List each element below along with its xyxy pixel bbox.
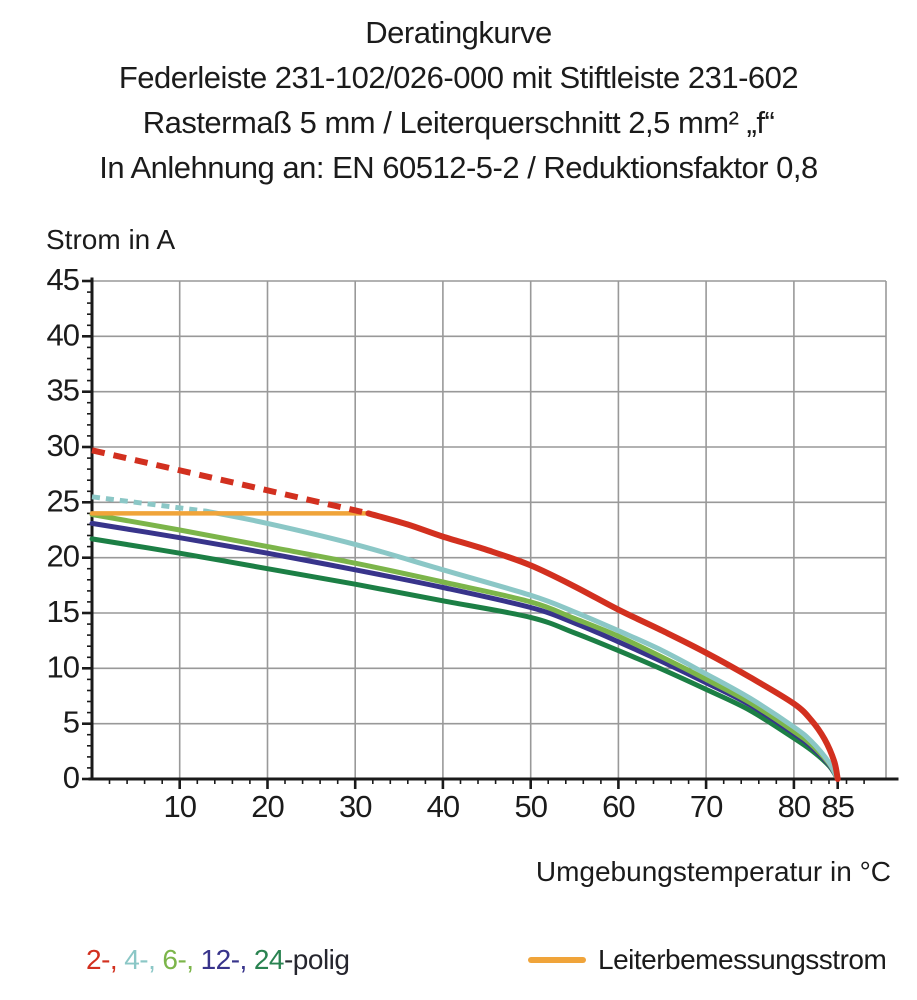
svg-text:85: 85 <box>821 789 853 824</box>
legend-poles: 2-, 4-, 6-, 12-, 24-polig <box>86 944 350 976</box>
svg-text:30: 30 <box>339 789 372 824</box>
svg-text:30: 30 <box>47 428 80 463</box>
svg-text:25: 25 <box>47 483 79 518</box>
svg-text:80: 80 <box>778 789 811 824</box>
rated-current-label: Leiterbemessungsstrom <box>598 944 887 975</box>
svg-text:10: 10 <box>47 649 80 684</box>
svg-text:40: 40 <box>427 789 460 824</box>
legend-rated-current: Leiterbemessungsstrom <box>528 944 887 976</box>
series-6-polig <box>89 512 841 782</box>
svg-text:10: 10 <box>163 789 196 824</box>
series-4-polig <box>91 494 841 782</box>
series-2-polig <box>91 447 841 782</box>
axes <box>88 277 899 781</box>
legend-pole-24: 24 <box>253 944 285 975</box>
grid <box>92 280 887 779</box>
series-24-polig <box>89 536 841 782</box>
svg-text:15: 15 <box>47 594 79 629</box>
header: Deratingkurve Federleiste 231-102/026-00… <box>0 10 917 190</box>
svg-text:35: 35 <box>47 373 79 408</box>
chart-title: Deratingkurve <box>365 15 552 50</box>
tick-labels: 0 5 10 15 20 25 30 35 40 45 10 20 30 40 50 60 70 80 85 <box>47 262 855 824</box>
legend-pole-12: 12-, <box>200 944 248 975</box>
x-axis-title: Umgebungstemperatur in °C <box>535 856 891 887</box>
svg-text:60: 60 <box>602 789 635 824</box>
svg-text:70: 70 <box>690 789 723 824</box>
svg-text:50: 50 <box>514 789 547 824</box>
chart-subtitle-standard: In Anlehnung an: EN 60512-5-2 / Reduktio… <box>99 150 818 185</box>
svg-text:20: 20 <box>251 789 284 824</box>
y-axis-title: Strom in A <box>46 224 176 255</box>
chart-subtitle-spec: Rastermaß 5 mm / Leiterquerschnitt 2,5 m… <box>142 105 775 140</box>
rated-current-line-icon <box>528 957 586 963</box>
svg-text:5: 5 <box>63 705 79 740</box>
svg-text:45: 45 <box>47 262 79 297</box>
svg-text:0: 0 <box>63 760 80 795</box>
svg-text:20: 20 <box>47 539 80 574</box>
series-12-polig <box>89 520 841 782</box>
legend-pole-4: 4-, <box>124 944 156 975</box>
ticks <box>82 279 865 789</box>
chart-subtitle-product: Federleiste 231-102/026-000 mit Stiftlei… <box>118 60 799 95</box>
legend-pole-6: 6-, <box>162 944 194 975</box>
svg-text:40: 40 <box>47 317 80 352</box>
legend-pole-2: 2-, <box>86 944 118 975</box>
legend-poles-suffix: -polig <box>283 944 350 975</box>
